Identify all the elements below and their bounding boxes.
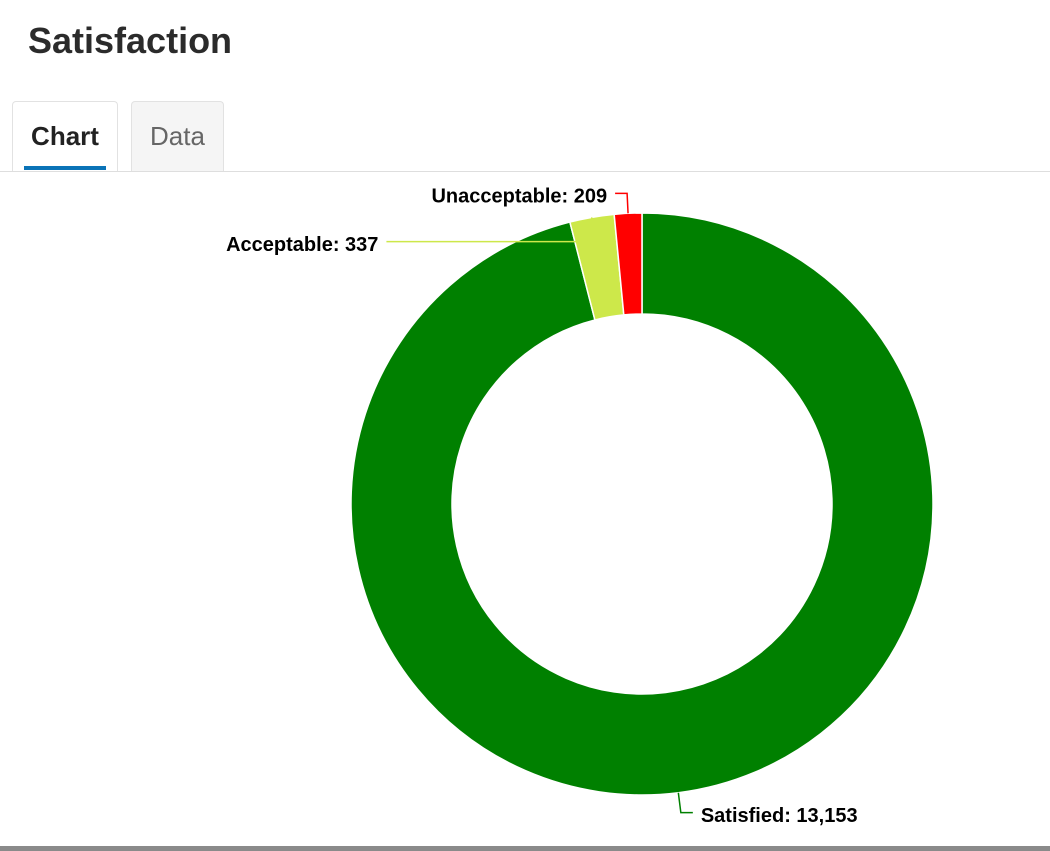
divider [0,171,1050,172]
tab[interactable]: Chart [12,101,118,171]
data-label: Satisfied: 13,153 [701,805,858,827]
active-tab-indicator [24,166,106,170]
leader-line [386,217,593,243]
donut-slice [613,212,643,316]
donut-slice [350,212,934,796]
tab[interactable]: Data [131,101,224,171]
bottom-bar [0,846,1050,851]
leader-line [677,792,693,814]
data-label: Unacceptable: 209 [431,186,607,208]
page-title: Satisfaction [28,20,233,61]
data-label: Acceptable: 337 [226,234,378,256]
leader-line [615,192,629,214]
